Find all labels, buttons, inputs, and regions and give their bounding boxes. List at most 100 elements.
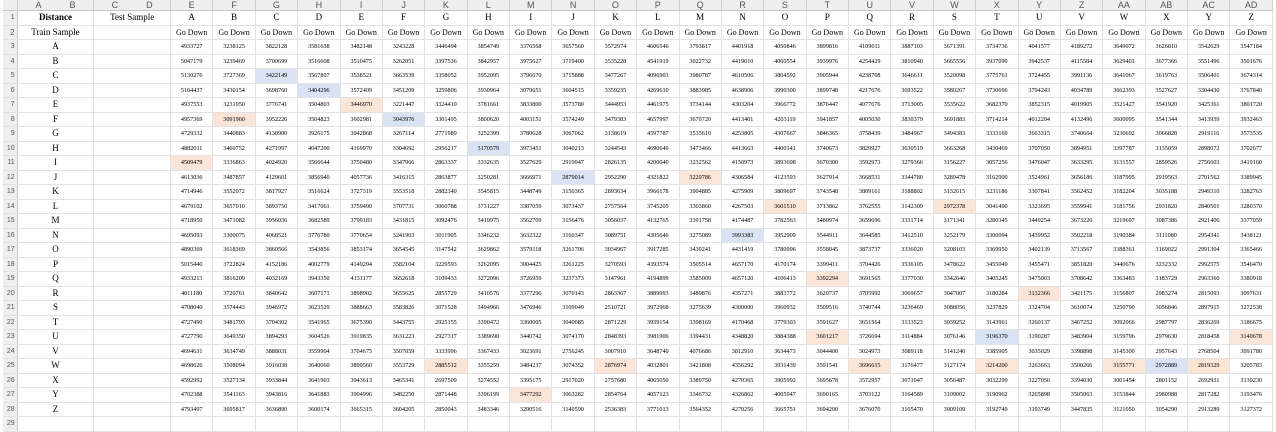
distance-cell[interactable]: 3331714 [890,213,934,229]
distance-cell[interactable]: 3745205 [636,199,680,214]
distance-cell[interactable]: 3396199 [467,387,511,403]
distance-cell[interactable]: 4270256 [721,402,765,417]
distance-cell[interactable]: 3074170 [551,329,595,345]
empty-cell[interactable] [93,402,171,417]
distance-cell[interactable]: 3260137 [1018,315,1061,330]
distance-cell[interactable]: 3193749 [1018,402,1061,417]
empty-cell[interactable] [93,228,171,243]
distance-cell[interactable]: 3504803 [297,97,341,113]
distance-cell[interactable]: 3001454 [1102,373,1146,388]
distance-cell[interactable]: 4106413 [763,271,807,287]
distance-cell[interactable]: 2987797 [1145,315,1189,330]
distance-cell[interactable]: 3405245 [975,271,1019,287]
distance-cell[interactable]: 3140590 [551,402,595,417]
distance-cell[interactable]: 4356292 [721,358,765,374]
distance-cell[interactable]: 3190384 [1102,228,1146,243]
distance-cell[interactable]: 3884388 [763,329,807,345]
distance-cell[interactable]: 4714946 [170,184,214,200]
distance-cell[interactable]: 3657010 [212,199,256,214]
distance-cell[interactable]: 3600095 [1102,112,1146,127]
distance-cell[interactable]: 3482250 [382,387,426,403]
test-sample-letter[interactable]: I [509,10,553,26]
distance-cell[interactable]: 4348820 [721,329,765,345]
row-header[interactable]: 5 [3,68,18,84]
distance-cell[interactable]: 3627914 [806,170,850,185]
distance-cell[interactable]: 3620737 [806,286,850,301]
distance-cell[interactable]: 3633295 [1060,155,1104,171]
distance-cell[interactable]: 3917285 [636,242,680,258]
distance-cell[interactable]: 3572974 [594,39,638,55]
distance-cell[interactable]: 3440742 [509,329,553,345]
distance-cell[interactable]: 3138619 [594,126,638,142]
distance-cell[interactable]: 3141240 [933,344,977,359]
train-sample-letter[interactable]: T [17,315,95,330]
distance-cell[interactable]: 4005030 [848,112,892,127]
distance-cell[interactable]: 3894293 [255,329,299,345]
distance-cell[interactable]: 3252179 [933,228,977,243]
distance-cell[interactable]: 3796670 [509,68,553,84]
distance-cell[interactable]: 3416315 [382,170,426,185]
distance-cell[interactable]: 3975627 [509,54,553,69]
distance-cell[interactable]: 4694631 [170,344,214,359]
go-down-cell[interactable]: Go Down [933,25,977,40]
distance-cell[interactable]: 3601510 [763,199,807,214]
empty-cell[interactable] [424,416,468,432]
empty-cell[interactable] [1229,416,1273,432]
distance-cell[interactable]: 3410576 [467,286,511,301]
distance-cell[interactable]: 4657170 [721,257,765,272]
distance-cell[interactable]: 3176477 [890,358,934,374]
distance-cell[interactable]: 3573780 [551,97,595,113]
select-all-corner[interactable] [3,0,18,11]
distance-cell[interactable]: 3572957 [848,373,892,388]
distance-cell[interactable]: 3690165 [806,387,850,403]
distance-cell[interactable]: 3147961 [594,271,638,287]
go-down-cell[interactable]: Go Down [679,25,722,40]
distance-cell[interactable]: 4077676 [848,97,892,113]
distance-cell[interactable]: 3360005 [509,315,553,330]
go-down-cell[interactable]: Go Down [509,25,553,40]
distance-cell[interactable]: 4597787 [636,126,680,142]
distance-cell[interactable]: 3404296 [297,83,341,98]
distance-cell[interactable]: 3952095 [467,68,511,84]
empty-cell[interactable] [93,329,171,345]
distance-cell[interactable]: 3071047 [890,373,934,388]
distance-cell[interactable]: 3952909 [763,228,807,243]
test-sample-letter[interactable]: X [1145,10,1189,26]
distance-cell[interactable]: 4303204 [721,97,765,113]
distance-cell[interactable]: 3573535 [1229,126,1273,142]
distance-cell[interactable]: 3956036 [255,213,299,229]
distance-cell[interactable]: 3282763 [1229,184,1273,200]
distance-cell[interactable]: 4613036 [170,170,214,185]
distance-cell[interactable]: 2855729 [424,286,468,301]
distance-cell[interactable]: 3074352 [551,358,595,374]
distance-cell[interactable]: 4189272 [1060,39,1104,55]
distance-cell[interactable]: 3336863 [212,155,256,171]
empty-cell[interactable] [93,199,171,214]
distance-cell[interactable]: 3527134 [212,373,256,388]
distance-cell[interactable]: 3640060 [297,358,341,374]
distance-cell[interactable]: 3333169 [975,126,1019,142]
distance-cell[interactable]: 3467252 [1060,315,1104,330]
distance-cell[interactable]: 4034789 [1060,83,1104,98]
distance-cell[interactable]: 4305646 [636,228,680,243]
distance-cell[interactable]: 3444953 [594,97,638,113]
distance-cell[interactable]: 3127174 [933,358,977,374]
row-header[interactable]: 11 [3,155,18,171]
distance-cell[interactable]: 3502218 [1060,228,1104,243]
row-header[interactable]: 20 [3,286,18,301]
distance-cell[interactable]: 3180284 [975,286,1019,301]
distance-cell[interactable]: 2817282 [1187,387,1231,403]
column-header[interactable]: H [297,0,341,11]
distance-cell[interactable]: 4400141 [763,141,807,156]
distance-cell[interactable]: 3385905 [975,344,1019,359]
distance-cell[interactable]: 3494966 [467,300,511,316]
distance-cell[interactable]: 3899748 [806,83,850,98]
distance-cell[interactable]: 3162900 [975,170,1019,185]
distance-cell[interactable]: 2756245 [551,344,595,359]
distance-cell[interactable]: 3904996 [340,387,383,403]
distance-cell[interactable]: 2949310 [1187,184,1231,200]
distance-cell[interactable]: 4019905 [1060,97,1104,113]
distance-cell[interactable]: 3091960 [212,112,256,127]
distance-cell[interactable]: 3043976 [382,112,426,127]
distance-cell[interactable]: 3196370 [975,329,1019,345]
